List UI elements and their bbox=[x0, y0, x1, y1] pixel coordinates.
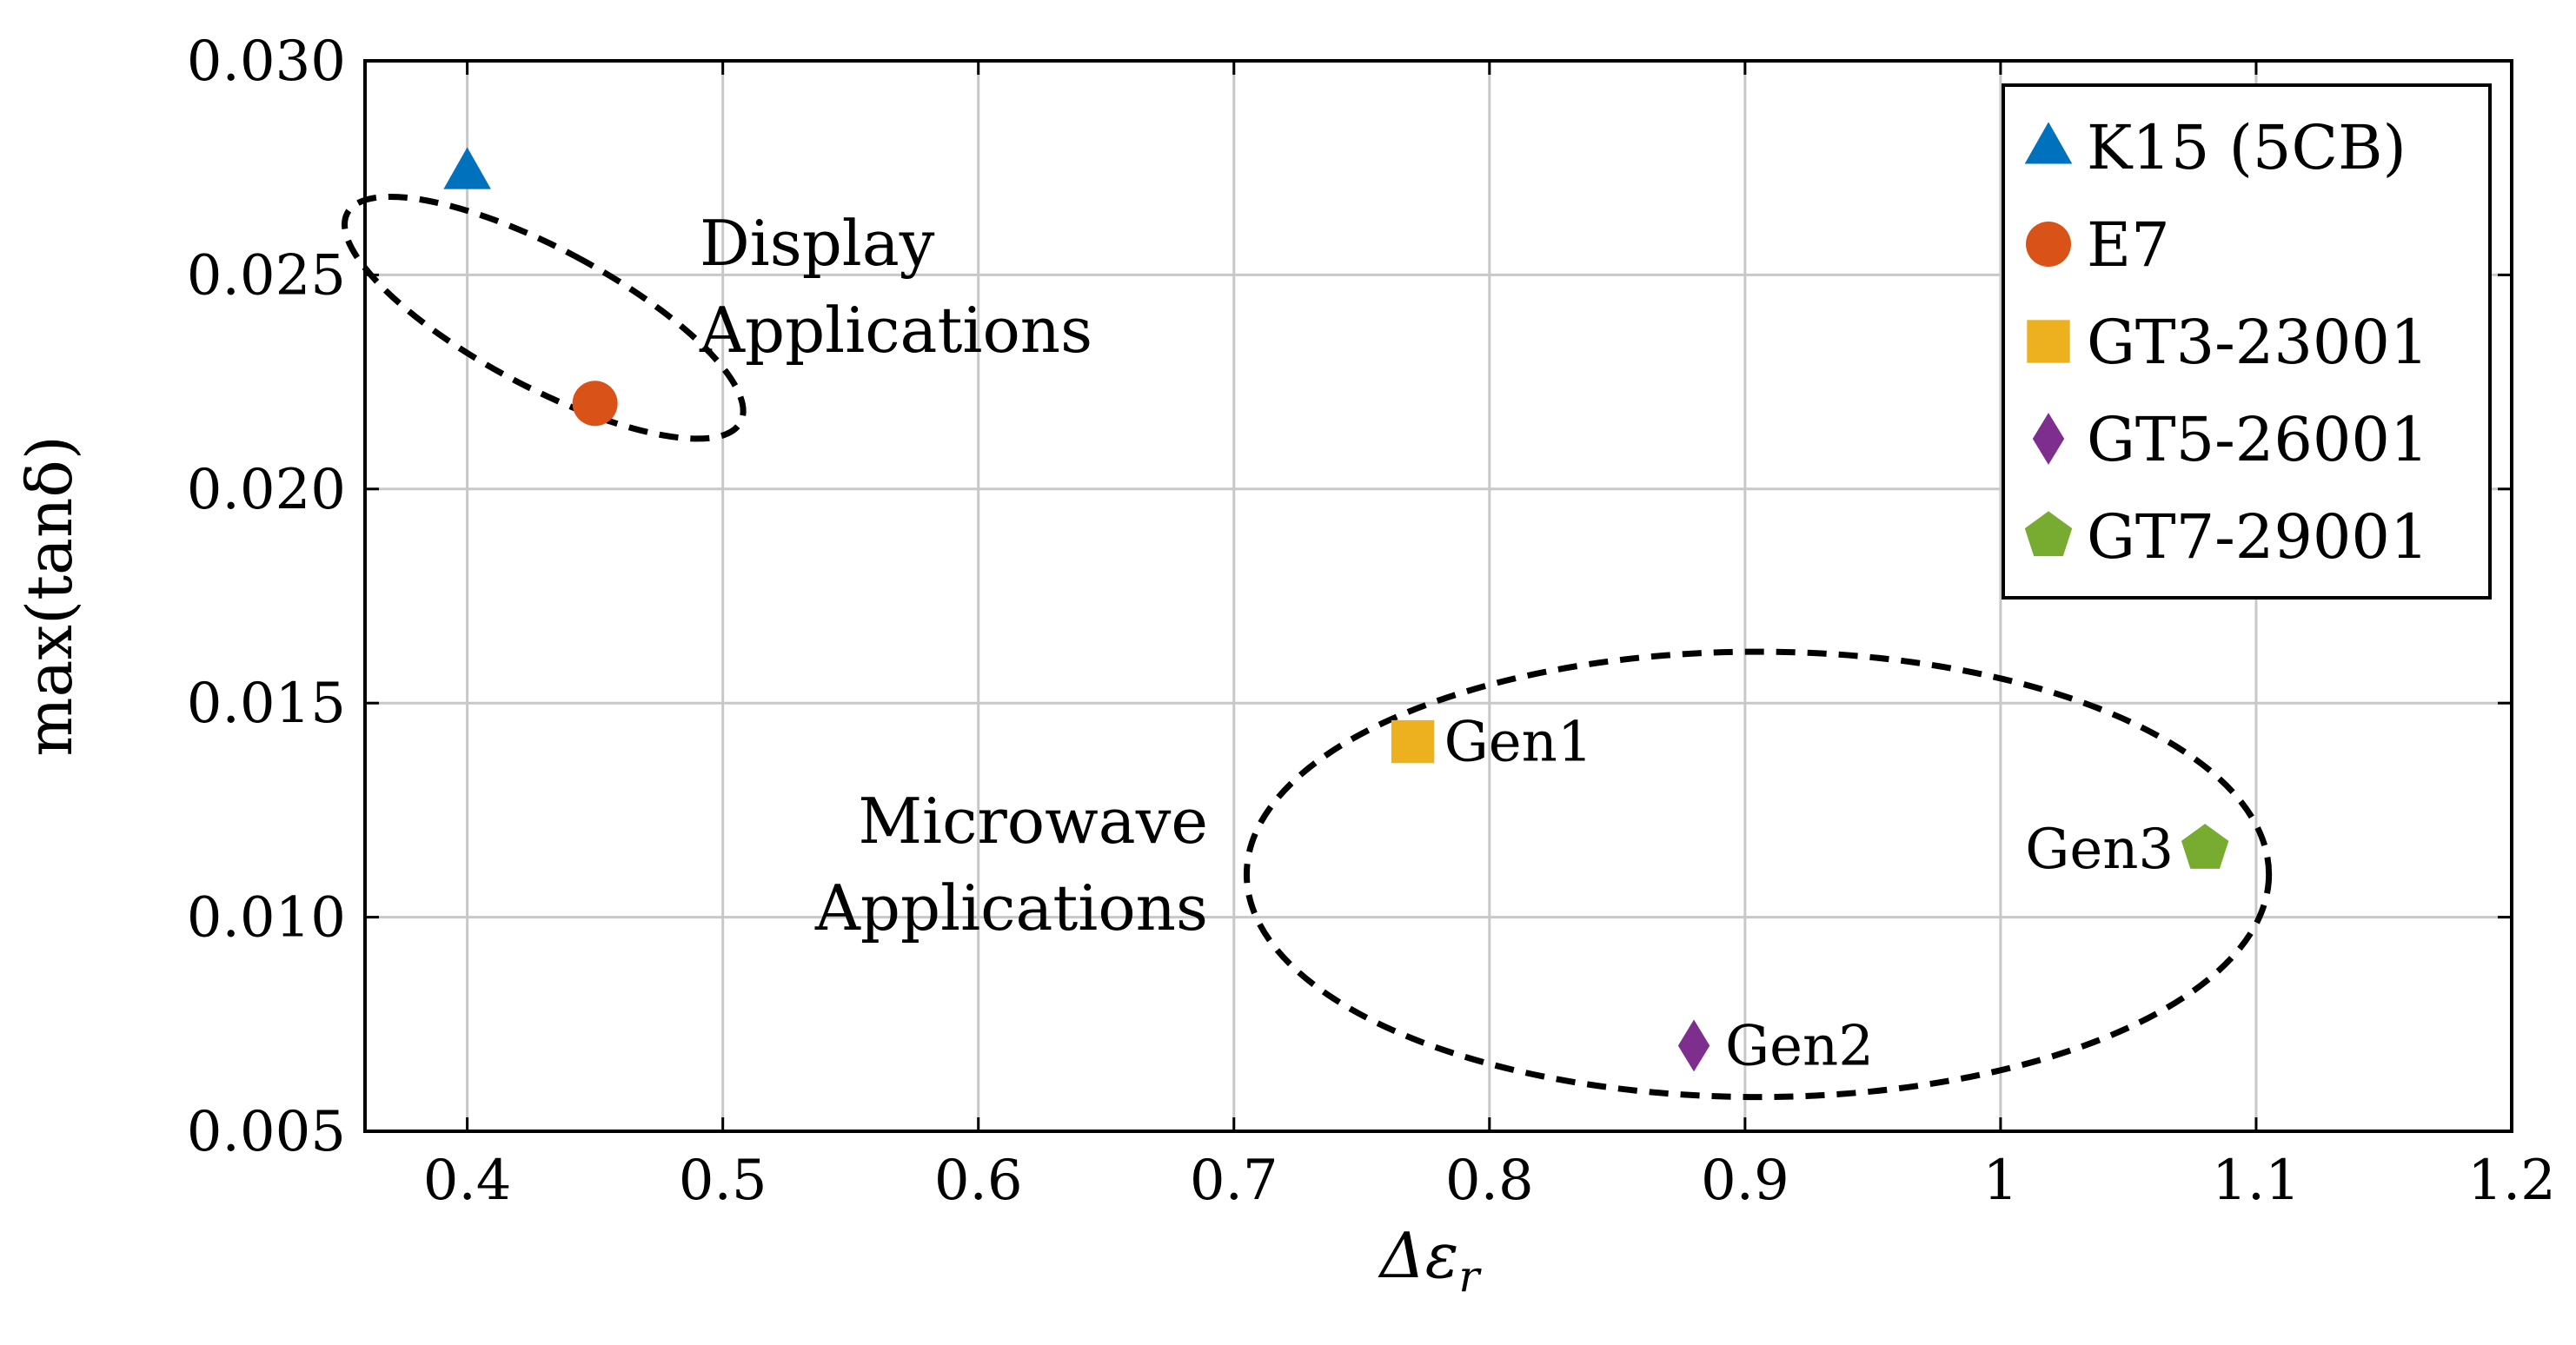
legend: K15 (5CB) E7 GT3-23001 GT5-26001 GT7-29001 bbox=[2002, 83, 2492, 600]
y-tick-label: 0.005 bbox=[187, 1100, 346, 1164]
annotation-ellipses bbox=[342, 193, 2273, 1101]
legend-label: GT7-29001 bbox=[2087, 501, 2428, 573]
legend-box bbox=[2002, 83, 2492, 600]
point-label: Gen2 bbox=[1725, 1014, 1874, 1078]
x-axis-label: Δεr bbox=[1378, 1219, 1483, 1302]
legend-marker-diamond bbox=[2032, 413, 2065, 465]
data-point-diamond bbox=[1677, 1019, 1710, 1072]
x-axis-label-subscript: r bbox=[1458, 1251, 1482, 1302]
data-point-triangle bbox=[443, 147, 491, 189]
data-point-square bbox=[1391, 719, 1435, 764]
x-tick-label: 0.5 bbox=[679, 1149, 767, 1213]
legend-label: K15 (5CB) bbox=[2087, 112, 2407, 183]
y-axis-label: max(tanδ) bbox=[13, 435, 86, 757]
legend-marker-pentagon bbox=[2024, 511, 2073, 557]
y-tick-label: 0.030 bbox=[187, 30, 346, 94]
x-tick-label: 0.7 bbox=[1190, 1149, 1278, 1213]
legend-label: E7 bbox=[2087, 209, 2170, 281]
axes: 0.4 0.5 0.6 0.7 0.8 0.9 1 1.1 1.2 0.005 0.010 0.015… bbox=[13, 30, 2556, 1302]
data-point-pentagon bbox=[2181, 824, 2229, 869]
x-tick-label: 0.6 bbox=[934, 1149, 1023, 1213]
y-tick-label: 0.025 bbox=[187, 243, 346, 308]
legend-marker-circle bbox=[2026, 222, 2071, 267]
display-group-ellipse bbox=[342, 193, 747, 442]
display-annotation-line: Display bbox=[700, 207, 935, 280]
data-point-circle bbox=[572, 381, 618, 427]
y-tick-label: 0.020 bbox=[187, 458, 346, 522]
x-tick-label: 1 bbox=[1983, 1149, 2019, 1213]
microwave-annotation-line: Microwave bbox=[858, 785, 1208, 858]
legend-marker-square bbox=[2027, 320, 2070, 363]
annotations: Gen1 Gen2 Gen3 Display Applications Microwave… bbox=[699, 207, 2174, 1078]
y-tick-label: 0.010 bbox=[187, 886, 346, 951]
point-label: Gen1 bbox=[1444, 711, 1593, 775]
x-tick-label: 0.4 bbox=[423, 1149, 512, 1213]
legend-label: GT3-23001 bbox=[2087, 307, 2428, 378]
x-tick-label: 1.2 bbox=[2467, 1149, 2556, 1213]
microwave-group-ellipse bbox=[1243, 648, 2273, 1101]
x-tick-label: 0.8 bbox=[1445, 1149, 1534, 1213]
x-tick-label: 0.9 bbox=[1701, 1149, 1789, 1213]
x-axis-label-main: Δε bbox=[1378, 1219, 1459, 1292]
legend-marker-triangle bbox=[2024, 122, 2073, 164]
y-tick-label: 0.015 bbox=[187, 672, 346, 736]
data-points bbox=[443, 147, 2229, 1072]
plot-frame bbox=[363, 59, 2513, 1133]
x-tick-label: 1.1 bbox=[2212, 1149, 2300, 1213]
legend-label: GT5-26001 bbox=[2087, 404, 2428, 475]
display-annotation-line: Applications bbox=[699, 294, 1092, 367]
point-label: Gen3 bbox=[2025, 818, 2174, 882]
microwave-annotation-line: Applications bbox=[814, 871, 1208, 944]
